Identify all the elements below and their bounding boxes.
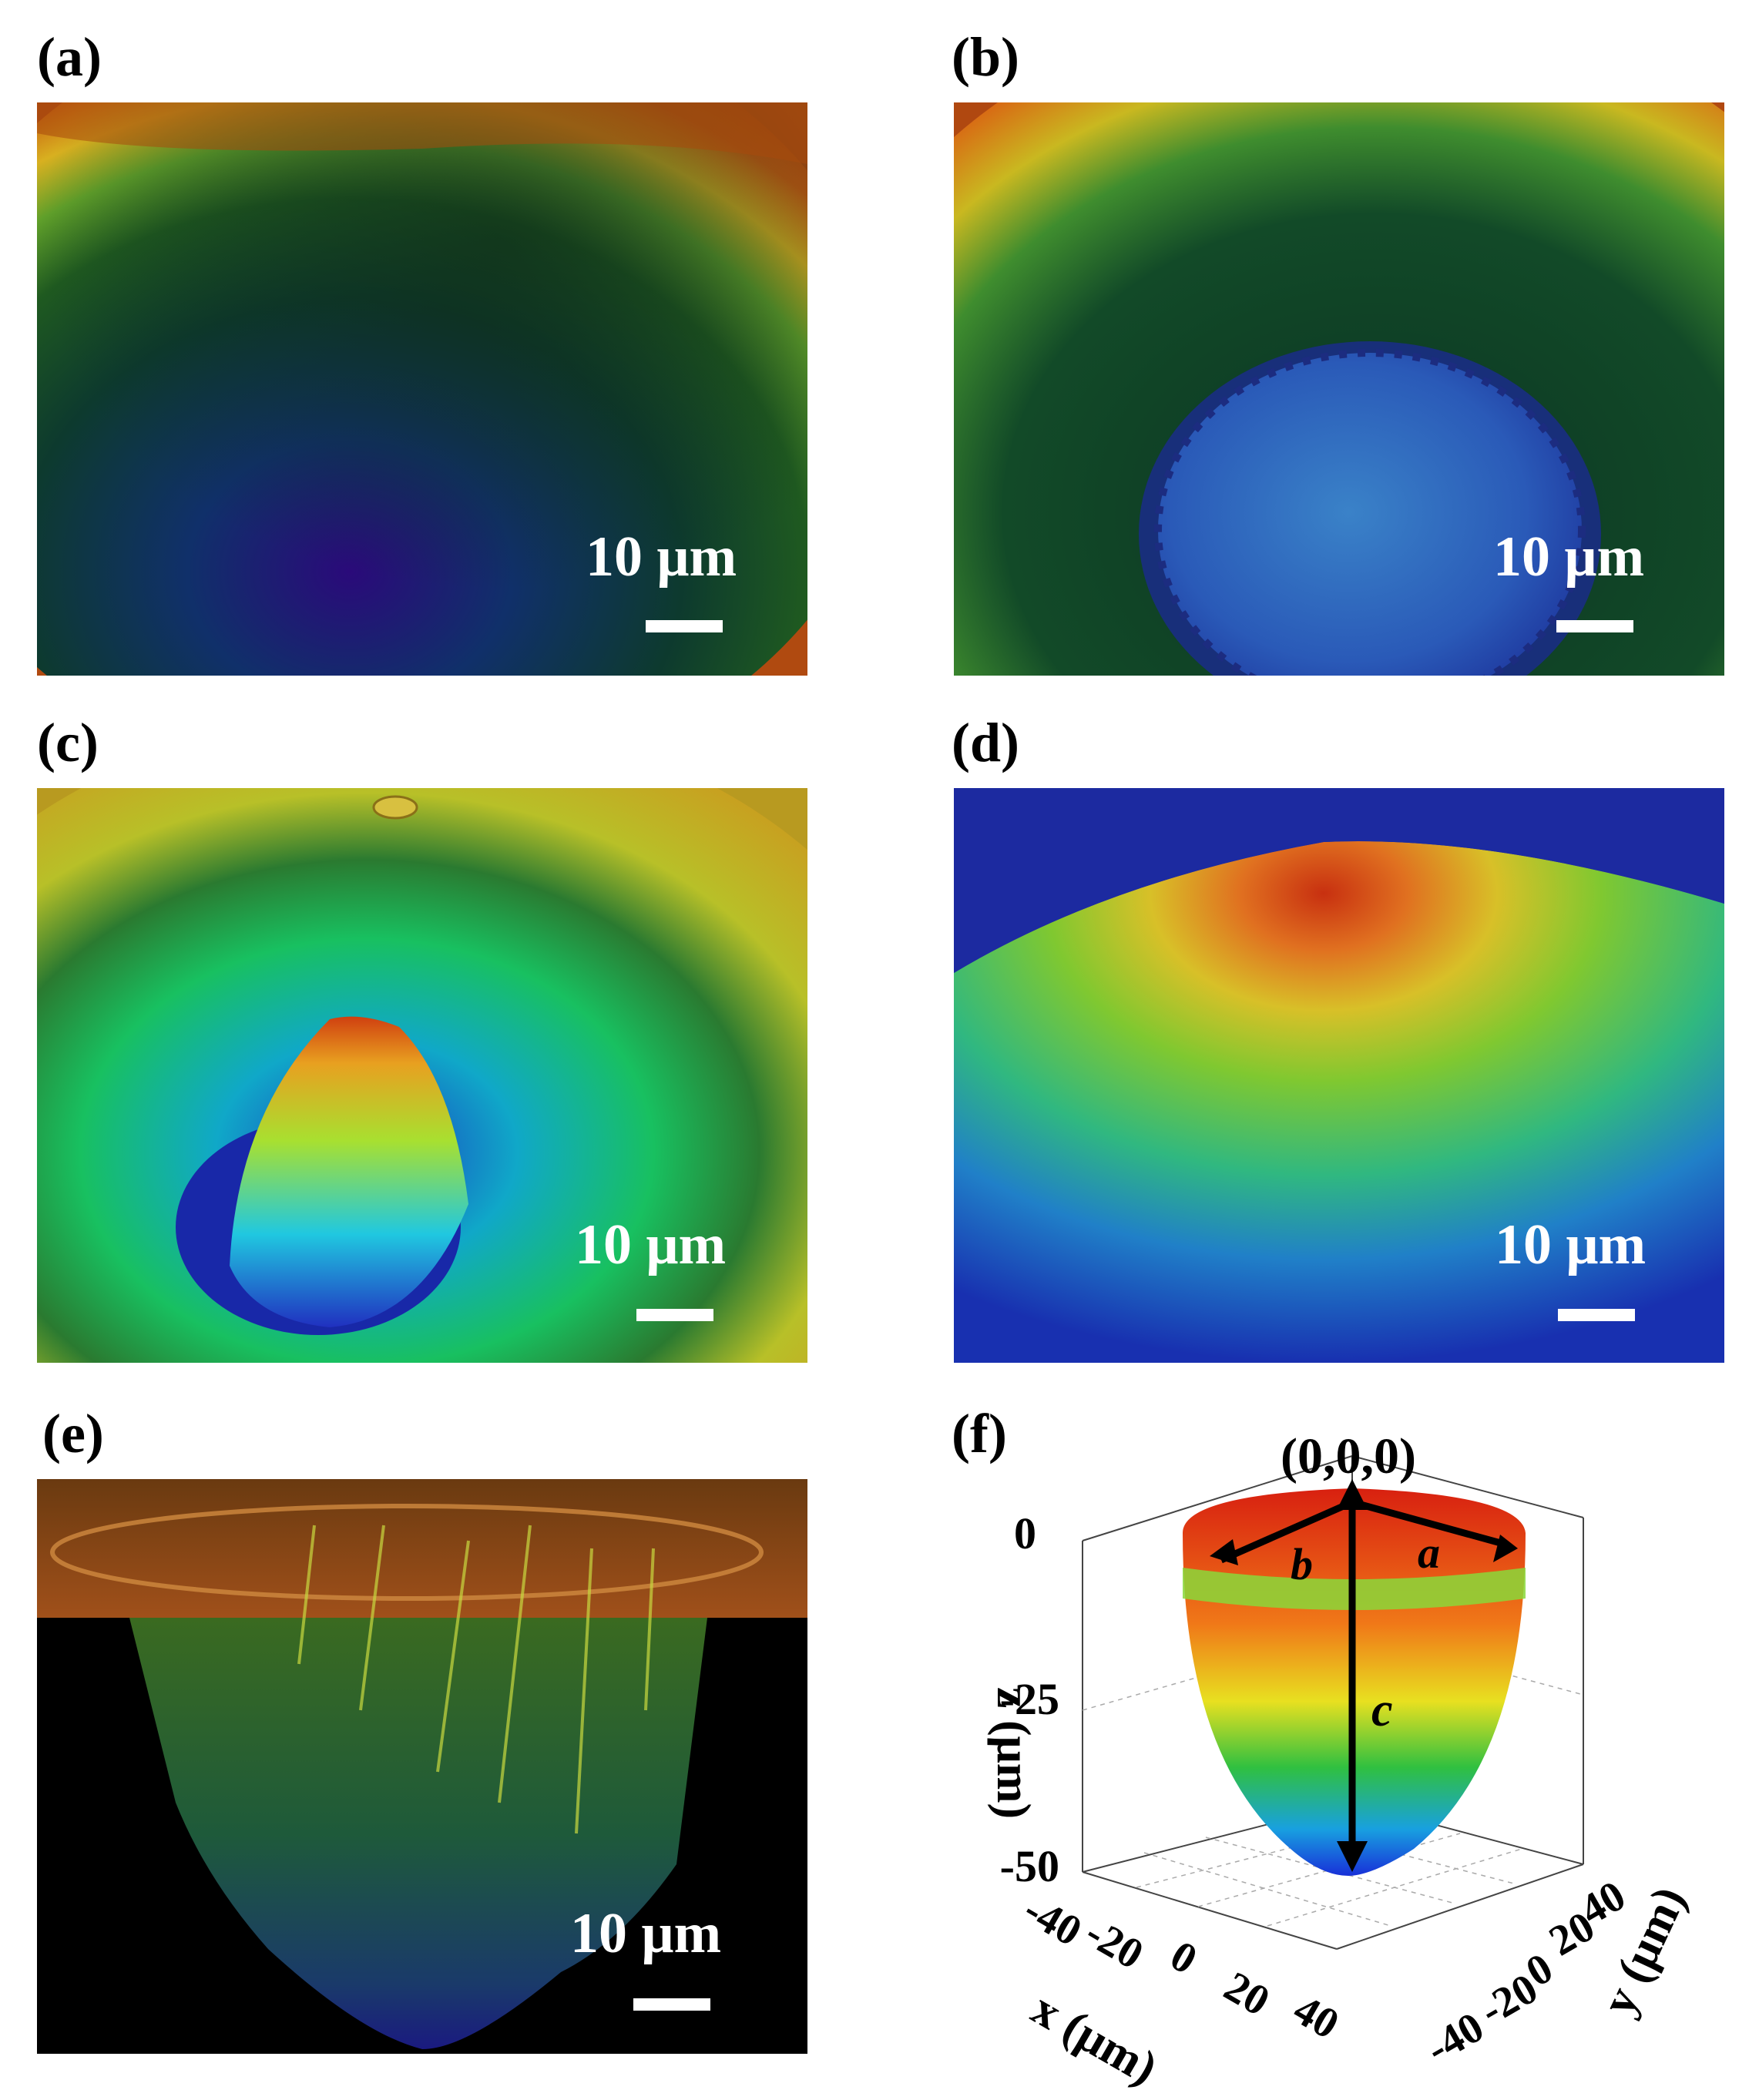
z-tick-1: -25	[1000, 1674, 1059, 1724]
origin-label: (0,0,0)	[1281, 1433, 1416, 1484]
z-ticks: 0 -25 -50	[1000, 1508, 1059, 1891]
panel-label-d: (d)	[952, 712, 1019, 773]
scale-text-e: 10 μm	[570, 1902, 722, 1965]
panel-d-image: 10 μm	[954, 788, 1724, 1363]
panel-label-c: (c)	[37, 712, 99, 773]
scale-bar-a	[646, 620, 723, 632]
panel-label-f: (f)	[952, 1403, 1007, 1464]
panel-f-3d-plot: 0 -25 -50 z (μm) -40 -20 0 20 40 x (μm) …	[952, 1433, 1753, 2095]
x-axis-label: x (μm)	[1023, 1982, 1166, 2095]
panel-e-image: 10 μm	[37, 1479, 807, 2054]
x-tick-2: 0	[1163, 1932, 1205, 1984]
b-label: b	[1291, 1539, 1313, 1589]
z-axis-label: z (μm)	[987, 1687, 1039, 1819]
x-tick-4: 40	[1286, 1986, 1347, 2049]
z-tick-0: 0	[1014, 1508, 1036, 1558]
x-tick-0: -40	[1016, 1886, 1090, 1956]
c-label: c	[1371, 1684, 1393, 1736]
x-tick-3: 20	[1217, 1963, 1277, 2026]
scale-bar-d	[1558, 1309, 1635, 1321]
panel-label-b: (b)	[952, 26, 1019, 88]
scale-text-c: 10 μm	[575, 1213, 727, 1276]
panel-label-e: (e)	[42, 1403, 104, 1464]
panel-b-image: 10 μm	[954, 102, 1724, 676]
dimension-arrows	[1210, 1479, 1518, 1872]
panel-c-image: 10 μm	[37, 788, 807, 1363]
scale-text-d: 10 μm	[1495, 1213, 1647, 1276]
x-tick-1: -20	[1078, 1909, 1152, 1979]
scale-bar-b	[1556, 620, 1633, 632]
plot-box	[1082, 1455, 1584, 1950]
scale-text-b: 10 μm	[1493, 525, 1645, 589]
scale-text-a: 10 μm	[586, 525, 737, 589]
scale-bar-e	[633, 1998, 710, 2011]
panel-label-a: (a)	[37, 26, 102, 88]
panel-a-image: 10 μm	[37, 102, 807, 676]
z-tick-2: -50	[1000, 1841, 1059, 1891]
scale-bar-c	[636, 1309, 713, 1321]
a-label: a	[1418, 1528, 1440, 1578]
y-tick-4: -40	[1418, 2003, 1492, 2073]
